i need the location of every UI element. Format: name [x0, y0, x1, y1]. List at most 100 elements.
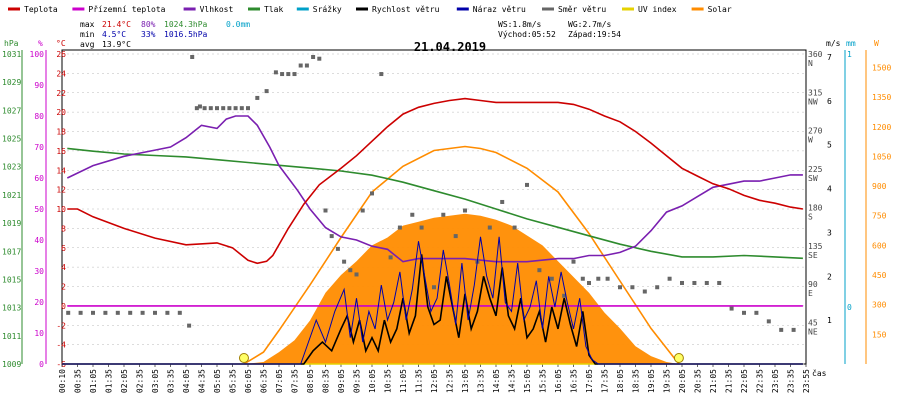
series-solar-max — [243, 145, 680, 365]
sun-event-marker — [238, 353, 249, 363]
dir-tick-label: W — [808, 136, 813, 145]
data-point — [410, 212, 415, 217]
x-tick-label: 20:35 — [694, 369, 703, 393]
x-tick-label: 01:05 — [89, 369, 98, 393]
data-point — [512, 225, 517, 230]
dir-tick-label: 225 — [808, 165, 823, 174]
x-tick-label: 03:05 — [151, 369, 160, 393]
hum-tick-label: 90 — [34, 81, 44, 90]
dir-tick-label: NE — [808, 328, 818, 337]
hpa-tick-label: 1009 — [2, 360, 21, 369]
temp-tick-label: -2 — [56, 321, 66, 330]
dir-tick-label: NW — [808, 97, 818, 106]
stat-avg-label: avg — [80, 40, 95, 49]
series-vlhkost — [66, 115, 803, 263]
x-tick-label: 06:35 — [260, 369, 269, 393]
data-point — [298, 63, 303, 68]
data-point — [311, 54, 316, 59]
x-tick-label: 07:05 — [275, 369, 284, 393]
data-point — [605, 276, 610, 281]
series-line — [67, 97, 804, 265]
hpa-tick-label: 1013 — [2, 304, 21, 313]
x-tick-label: 01:35 — [105, 369, 114, 393]
data-point — [264, 89, 269, 94]
data-point — [587, 280, 591, 285]
series-line — [243, 145, 680, 365]
temp-tick-label: 4 — [61, 263, 66, 272]
x-tick-label: 21:35 — [725, 369, 734, 393]
stat-min-temp: 4.5°C — [102, 30, 126, 39]
x-tick-label: 11:05 — [399, 369, 408, 393]
stat-max-temp: 21.4°C — [102, 20, 131, 29]
hum-tick-label: 10 — [34, 329, 44, 338]
data-point — [655, 285, 660, 290]
hpa-tick-label: 1023 — [2, 163, 21, 172]
data-point — [537, 268, 542, 273]
x-tick-label: 16:35 — [570, 369, 579, 393]
stat-min-hum: 33% — [141, 30, 156, 39]
x-tick-label: 03:35 — [167, 369, 176, 393]
temp-tick-label: 14 — [56, 166, 66, 175]
x-tick-label: 04:05 — [182, 369, 191, 393]
data-point — [197, 104, 202, 109]
hum-tick-label: 30 — [34, 267, 44, 276]
dir-tick-label: SE — [808, 251, 818, 260]
data-point — [103, 310, 108, 315]
x-tick-label: 02:35 — [136, 369, 145, 393]
data-point — [642, 289, 647, 294]
data-point — [239, 106, 244, 111]
data-point — [453, 234, 458, 239]
x-tick-label: 23:35 — [787, 369, 796, 393]
data-point — [729, 306, 734, 311]
w-tick-label: 600 — [872, 241, 887, 250]
sun-event-marker — [673, 353, 684, 363]
x-tick-label: 10:35 — [384, 369, 393, 393]
data-point — [791, 327, 796, 332]
w-tick-label: 900 — [872, 182, 887, 191]
x-tick-label: 06:05 — [244, 369, 253, 393]
legend-label: Přízemní teplota — [88, 5, 165, 14]
data-point — [255, 95, 260, 100]
data-point — [779, 327, 784, 332]
stat-sunset: Západ:19:54 — [568, 30, 621, 39]
x-tick-label: 20:05 — [678, 369, 687, 393]
data-point — [432, 285, 436, 290]
hum-tick-label: 60 — [34, 174, 44, 183]
x-tick-label: 12:05 — [430, 369, 439, 393]
temp-tick-label: 26 — [56, 50, 66, 59]
hpa-tick-label: 1025 — [2, 135, 21, 144]
data-point — [233, 106, 238, 111]
dir-tick-label: 180 — [808, 203, 823, 212]
w-tick-label: 450 — [872, 271, 887, 280]
data-point — [194, 106, 199, 111]
x-tick-label: 18:05 — [616, 369, 625, 393]
ms-tick-label: 5 — [827, 141, 832, 150]
ms-tick-label: 6 — [827, 97, 832, 106]
x-tick-label: 23:55 — [802, 369, 811, 393]
data-point — [742, 310, 746, 315]
temp-tick-label: 24 — [56, 69, 66, 78]
data-point — [692, 280, 697, 285]
data-point — [215, 106, 219, 111]
temp-unit-label: °C — [56, 39, 66, 48]
data-point — [66, 310, 71, 315]
hpa-tick-label: 1031 — [2, 50, 21, 59]
series-tlak — [67, 147, 803, 260]
data-point — [335, 246, 340, 251]
data-point — [140, 310, 145, 315]
data-point — [78, 310, 83, 315]
series-area — [244, 213, 679, 364]
legend-label: Solar — [708, 5, 732, 14]
mm-tick-label: 0 — [847, 303, 852, 312]
x-tick-label: 08:35 — [322, 369, 331, 393]
data-point — [273, 70, 278, 75]
legend-label: Teplota — [24, 5, 58, 14]
data-point — [153, 310, 157, 315]
stat-max-rain: 0.0mm — [226, 20, 250, 29]
legend-label: Vlhkost — [200, 5, 234, 14]
x-tick-label: 23:05 — [771, 369, 780, 393]
dir-tick-label: S — [808, 212, 813, 221]
data-point — [500, 199, 505, 204]
data-point — [348, 268, 353, 273]
series-line — [62, 236, 803, 365]
